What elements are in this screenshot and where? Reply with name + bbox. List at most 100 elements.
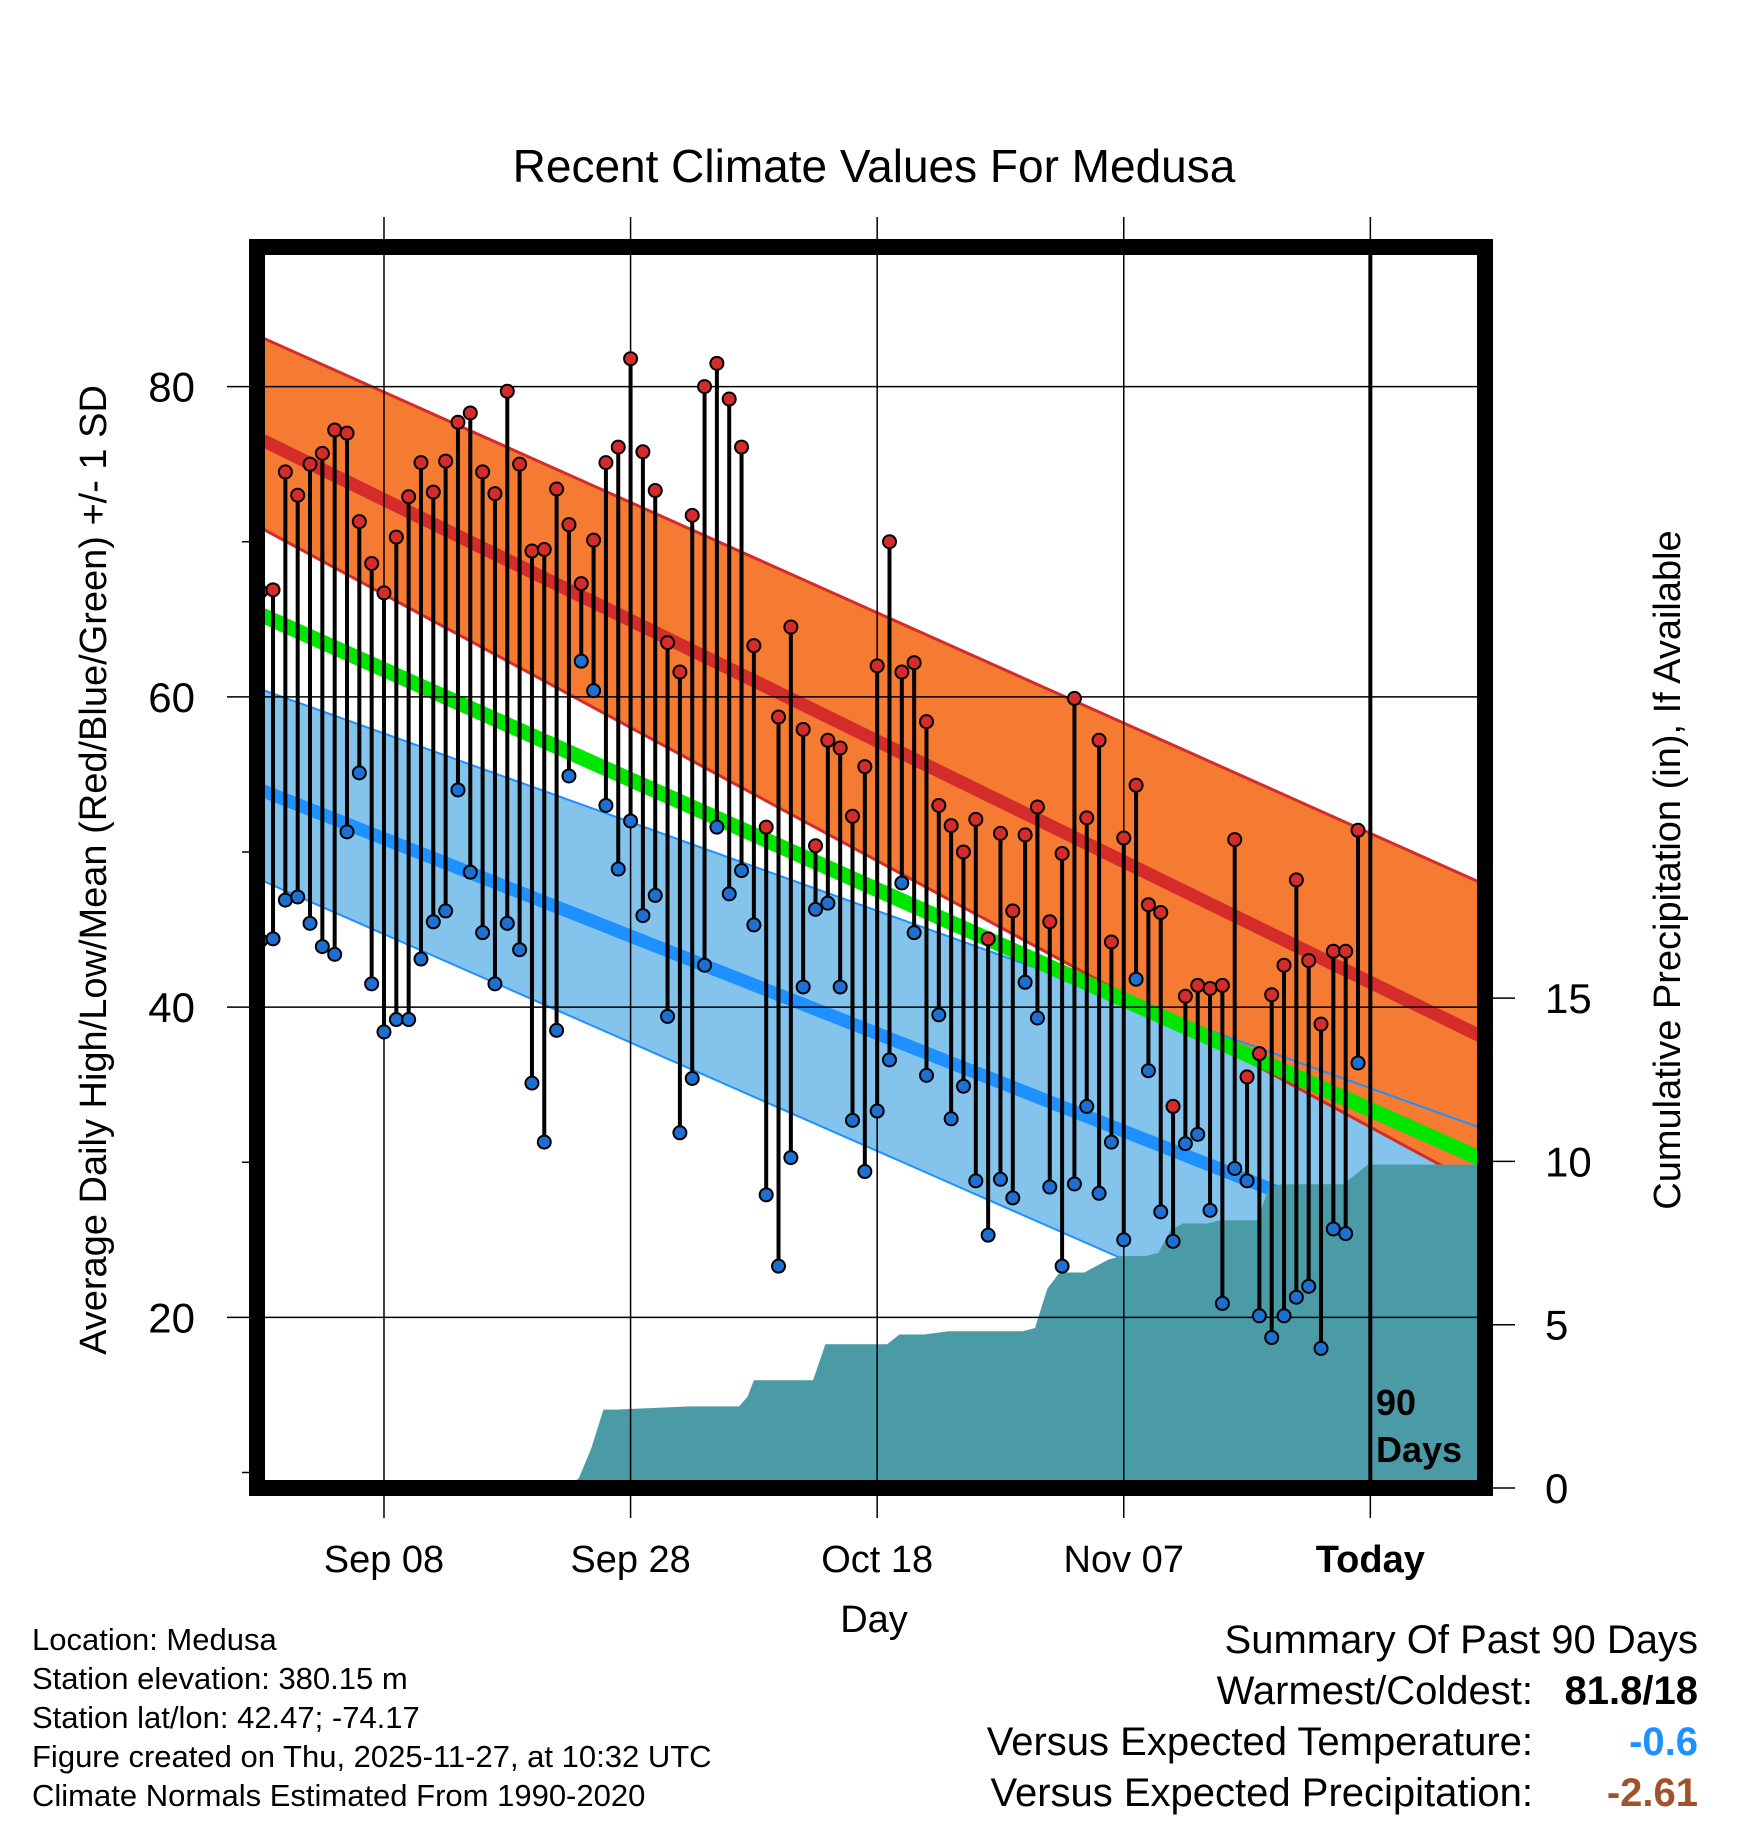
daily-high-point [1079, 810, 1095, 826]
mean-normal-line [257, 606, 1485, 1168]
daily-low-point [1066, 1176, 1082, 1192]
daily-high-point [475, 464, 491, 480]
daily-high-point [1251, 1046, 1267, 1062]
summary-panel: Summary Of Past 90 Days Warmest/Coldest:… [987, 1618, 1698, 1822]
summary-heading: Summary Of Past 90 Days [1224, 1618, 1698, 1662]
daily-low-point [980, 1227, 996, 1243]
daily-low-point [881, 1052, 897, 1068]
daily-high-point [1128, 777, 1144, 793]
daily-low-point [1153, 1204, 1169, 1220]
daily-high-point [808, 838, 824, 854]
daily-high-point [968, 811, 984, 827]
daily-high-point [388, 529, 404, 545]
x-tick-label: Today [1316, 1539, 1425, 1581]
daily-low-point [1128, 971, 1144, 987]
daily-low-point [302, 915, 318, 931]
daily-high-point [869, 658, 885, 674]
y-right-tick-label: 10 [1545, 1138, 1592, 1185]
daily-high-point [1140, 897, 1156, 913]
precip-cumulative-area [260, 1164, 1485, 1488]
daily-low-point [697, 957, 713, 973]
info-location: Location: Medusa [32, 1622, 277, 1657]
daily-low-point [1301, 1278, 1317, 1294]
daily-low-point [684, 1070, 700, 1086]
chart-title: Recent Climate Values For Medusa [513, 140, 1236, 192]
daily-low-point [610, 861, 626, 877]
daily-low-point [339, 824, 355, 840]
daily-high-point [598, 455, 614, 471]
daily-high-point [931, 797, 947, 813]
daily-low-point [265, 931, 281, 947]
daily-low-point [364, 976, 380, 992]
daily-high-point [327, 422, 343, 438]
summary-warmest-row: Warmest/Coldest: 81.8/18 [987, 1669, 1698, 1720]
daily-low-point [487, 976, 503, 992]
daily-low-point [413, 951, 429, 967]
daily-high-point [499, 383, 515, 399]
daily-low-point [1338, 1226, 1354, 1242]
daily-high-point [1350, 822, 1366, 838]
daily-high-point [573, 576, 589, 592]
daily-high-point [918, 714, 934, 730]
daily-low-point [721, 886, 737, 902]
summary-precip-label: Versus Expected Precipitation: [990, 1771, 1533, 1815]
daily-high-point [610, 439, 626, 455]
info-normals: Climate Normals Estimated From 1990-2020 [32, 1778, 646, 1813]
daily-low-point [598, 797, 614, 813]
daily-high-point [783, 619, 799, 635]
daily-low-point [388, 1012, 404, 1028]
daily-high-point [623, 351, 639, 367]
y-axis-right-label: Cumulative Precipitation (in), If Availa… [1647, 530, 1689, 1209]
daily-low-point [1116, 1232, 1132, 1248]
daily-low-point [1054, 1258, 1070, 1274]
daily-high-point [881, 534, 897, 550]
summary-temp-row: Versus Expected Temperature: -0.6 [987, 1720, 1698, 1771]
y-left-tick-label: 60 [148, 674, 195, 721]
daily-high-point [265, 582, 281, 598]
daily-low-point [1313, 1340, 1329, 1356]
daily-high-point [512, 456, 528, 472]
daily-high-point [660, 635, 676, 651]
y-left-tick-label: 80 [148, 364, 195, 411]
daily-high-point [314, 445, 330, 461]
daily-high-point [1042, 914, 1058, 930]
daily-low-point [1103, 1134, 1119, 1150]
daily-high-point [1276, 957, 1292, 973]
x-tick-label: Sep 08 [324, 1539, 444, 1581]
daily-low-point [401, 1012, 417, 1028]
daily-high-point [376, 585, 392, 601]
daily-high-point [795, 721, 811, 737]
summary-precip-row: Versus Expected Precipitation: -2.61 [987, 1771, 1698, 1822]
daily-low-point [795, 979, 811, 995]
daily-high-point [1264, 987, 1280, 1003]
daily-low-point [1140, 1063, 1156, 1079]
summary-temp-value: -0.6 [1629, 1720, 1698, 1764]
daily-high-point [943, 818, 959, 834]
x-axis-label: Day [840, 1599, 908, 1641]
daily-low-point [1251, 1308, 1267, 1324]
daily-low-point [943, 1111, 959, 1127]
daily-high-point [413, 455, 429, 471]
daily-high-point [1301, 953, 1317, 969]
daily-low-point [1202, 1202, 1218, 1218]
daily-high-point [980, 931, 996, 947]
daily-high-point [1116, 830, 1132, 846]
daily-low-point [1227, 1160, 1243, 1176]
daily-low-point [992, 1171, 1008, 1187]
daily-high-point [1214, 977, 1230, 993]
daily-low-point [351, 765, 367, 781]
daily-low-point [1079, 1098, 1095, 1114]
daily-low-point [462, 864, 478, 880]
daily-high-point [857, 759, 873, 775]
daily-high-point [401, 489, 417, 505]
daily-low-point [450, 782, 466, 798]
daily-low-point [955, 1078, 971, 1094]
daily-high-point [992, 825, 1008, 841]
info-created: Figure created on Thu, 2025-11-27, at 10… [32, 1739, 712, 1774]
daily-high-point [832, 740, 848, 756]
daily-low-point [832, 979, 848, 995]
daily-low-point [536, 1134, 552, 1150]
daily-high-point [1313, 1016, 1329, 1032]
high-normal-band [257, 335, 1485, 1190]
today-days-label-2: Days [1376, 1429, 1462, 1470]
